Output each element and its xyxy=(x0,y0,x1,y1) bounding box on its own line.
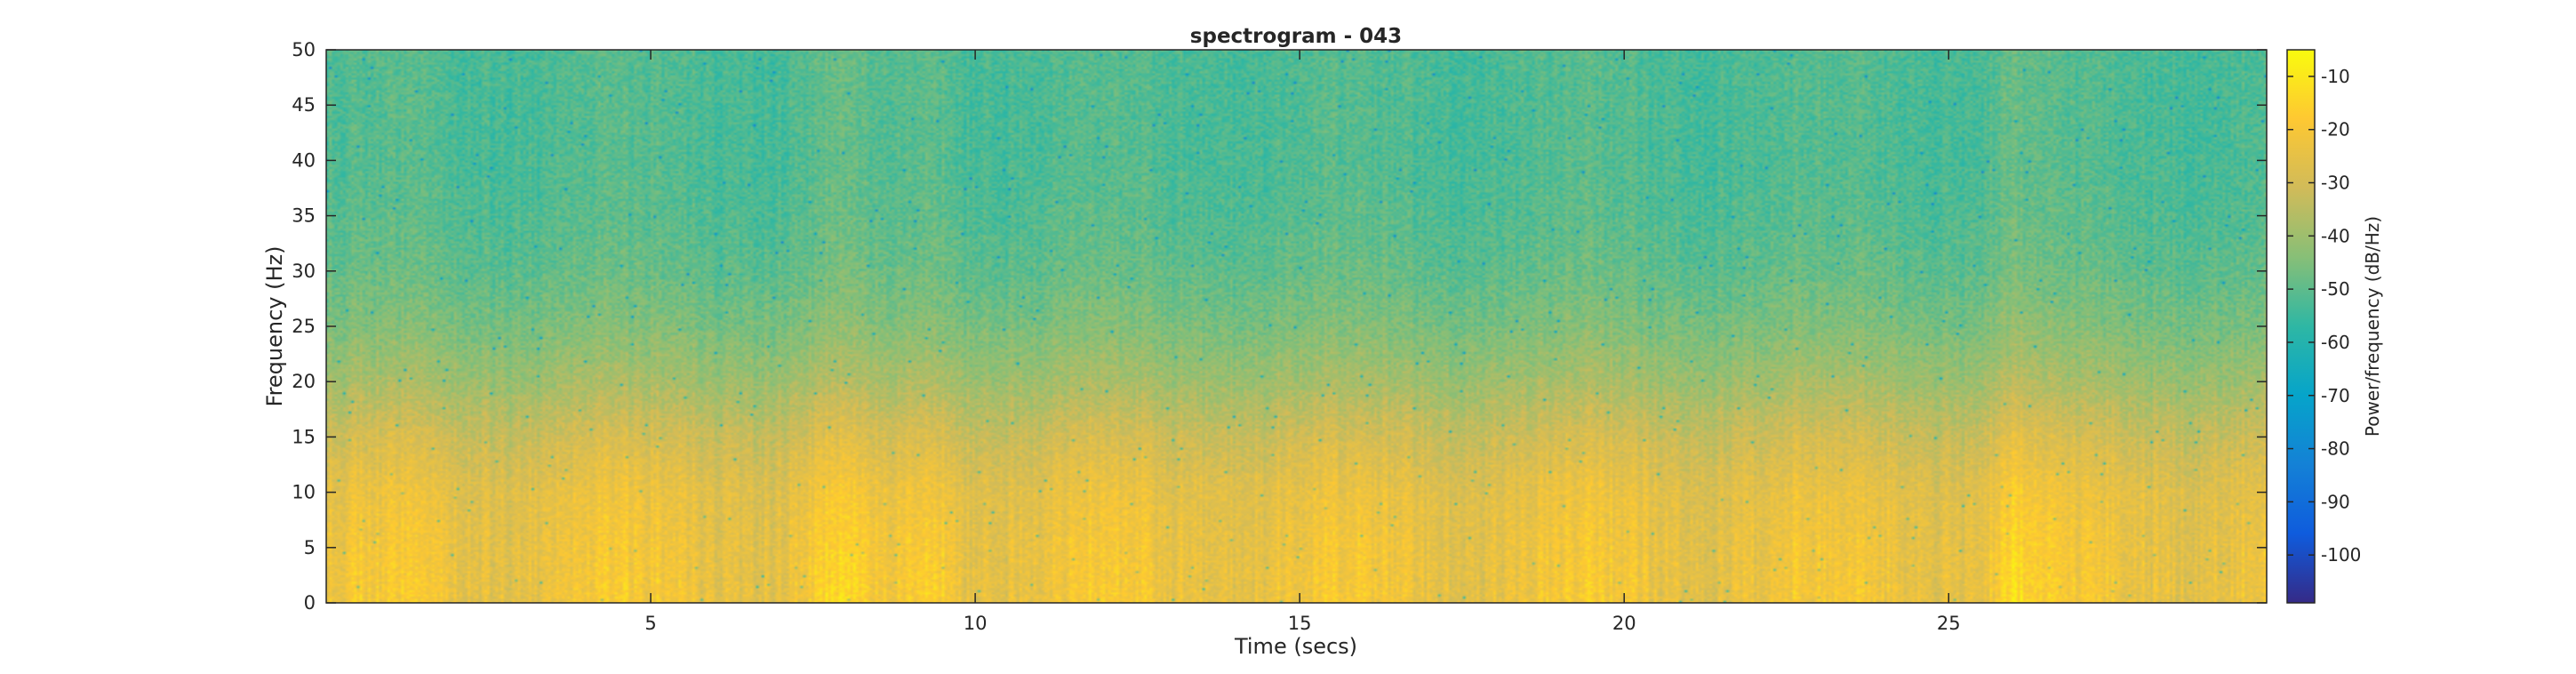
y-axis-ticks: 0 5 10 15 20 25 30 35 40 45 50 xyxy=(292,39,2267,614)
colorbar-tick-label: -90 xyxy=(2321,491,2350,512)
x-axis-label: Time (secs) xyxy=(1234,634,1357,659)
y-tick-label: 25 xyxy=(292,316,316,337)
plot-area: 5 10 15 20 25 0 5 10 15 20 25 30 35 40 45 50 xyxy=(292,39,2268,634)
x-axis-ticks: 5 10 15 20 25 xyxy=(644,50,1961,634)
chart-title: spectrogram - 043 xyxy=(1190,25,1402,48)
y-tick-label: 10 xyxy=(292,482,316,503)
y-tick-label: 20 xyxy=(292,371,316,392)
colorbar-tick-label: -70 xyxy=(2321,385,2350,406)
colorbar-ticks: -100 -90 -80 -70 -60 -50 -40 -30 -20 -10 xyxy=(2287,66,2361,566)
colorbar-label: Power/frequency (dB/Hz) xyxy=(2362,216,2383,437)
colorbar-tick-label: -100 xyxy=(2321,544,2361,566)
x-tick-label: 20 xyxy=(1612,613,1636,634)
colorbar: -100 -90 -80 -70 -60 -50 -40 -30 -20 -10 Power/fr… xyxy=(2286,49,2383,604)
colorbar-tick-label: -40 xyxy=(2321,225,2350,246)
spectrogram-image xyxy=(326,50,2267,603)
y-tick-label: 0 xyxy=(304,592,316,614)
colorbar-tick-label: -10 xyxy=(2321,66,2350,87)
x-tick-label: 5 xyxy=(644,613,656,634)
colorbar-tick-label: -50 xyxy=(2321,278,2350,300)
y-tick-label: 40 xyxy=(292,149,316,171)
x-tick-label: 15 xyxy=(1288,613,1312,634)
colorbar-gradient xyxy=(2286,49,2316,604)
y-tick-label: 45 xyxy=(292,94,316,116)
y-tick-label: 15 xyxy=(292,426,316,447)
colorbar-tick-label: -80 xyxy=(2321,438,2350,460)
y-tick-label: 50 xyxy=(292,39,316,60)
y-tick-label: 30 xyxy=(292,261,316,282)
x-tick-label: 10 xyxy=(964,613,988,634)
y-tick-label: 5 xyxy=(304,537,316,558)
y-tick-label: 35 xyxy=(292,205,316,227)
y-axis-label: Frequency (Hz) xyxy=(262,246,287,407)
colorbar-tick-label: -20 xyxy=(2321,119,2350,140)
x-tick-label: 25 xyxy=(1937,613,1961,634)
colorbar-tick-label: -30 xyxy=(2321,173,2350,194)
colorbar-tick-label: -60 xyxy=(2321,332,2350,353)
